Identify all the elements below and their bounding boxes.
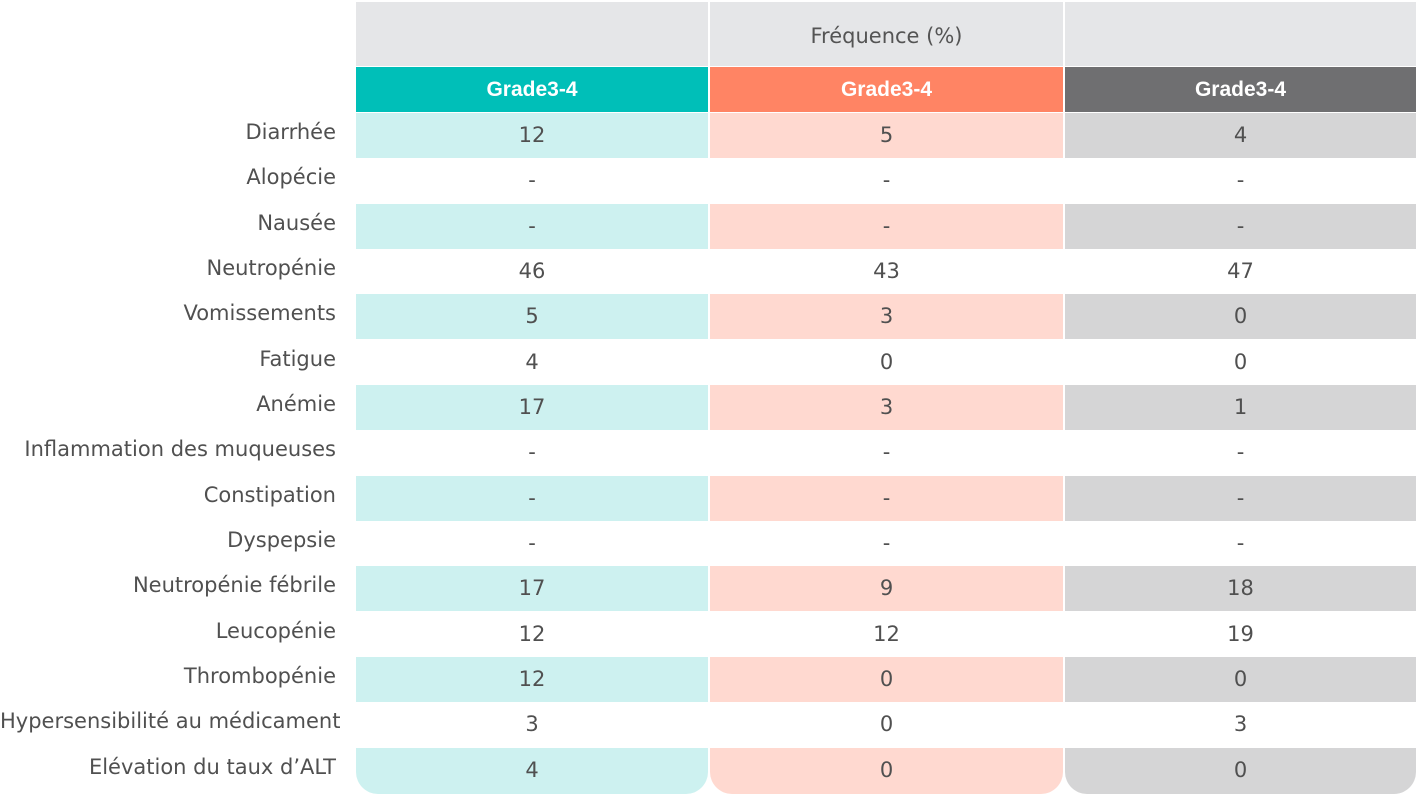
table-cell: 0: [1065, 294, 1416, 339]
table-cell: -: [1065, 476, 1416, 521]
table-cell: 0: [879, 350, 894, 374]
row-label: Hypersensibilité au médicament: [0, 709, 341, 733]
table-cell: 0: [710, 748, 1063, 794]
table-cell: 18: [1065, 566, 1416, 611]
table-cell: 3: [710, 385, 1063, 430]
header-band-3: [1065, 2, 1416, 66]
table-cell: -: [356, 476, 708, 521]
table-cell: 19: [1227, 622, 1254, 646]
table-cell: -: [882, 531, 891, 555]
table-cell: -: [528, 168, 536, 192]
table-cell: 43: [873, 259, 900, 283]
row-label: Dyspepsie: [227, 528, 336, 552]
table-cell: 17: [356, 566, 708, 611]
header-title: Fréquence (%): [810, 24, 963, 48]
table-cell: 12: [356, 113, 708, 158]
table-cell: 0: [1065, 657, 1416, 702]
table-cell: 3: [525, 712, 539, 736]
row-label: Vomissements: [183, 301, 336, 325]
table-cell: 0: [1233, 350, 1248, 374]
table-cell: -: [882, 440, 891, 464]
row-label: Inflammation des muqueuses: [24, 437, 336, 461]
table-cell: 12: [518, 622, 546, 646]
row-label: Alopécie: [246, 165, 336, 189]
row-label: Neutropénie fébrile: [132, 573, 336, 597]
table-cell: 0: [710, 657, 1063, 702]
row-label: Nausée: [257, 211, 336, 235]
table-cell: -: [882, 168, 891, 192]
row-label: Elévation du taux d’ALT: [88, 755, 336, 779]
row-label: Leucopénie: [215, 619, 336, 643]
table-cell: 3: [710, 294, 1063, 339]
table-cell: -: [710, 476, 1063, 521]
table-cell: 0: [879, 712, 894, 736]
row-label: Diarrhée: [245, 120, 336, 144]
row-label: Anémie: [256, 392, 336, 416]
table-cell: 1: [1065, 385, 1416, 430]
column-header-1: Grade3-4: [356, 67, 708, 112]
table-cell: 0: [1065, 748, 1416, 794]
header-band-2: Fréquence (%): [710, 2, 1063, 66]
table-cell: 5: [356, 294, 708, 339]
table-cell: -: [356, 204, 708, 249]
column-header-2: Grade3-4: [710, 67, 1063, 112]
table-cell: 12: [873, 622, 900, 646]
table-cell: -: [1236, 440, 1245, 464]
row-label: Constipation: [203, 483, 336, 507]
table-cell: -: [1236, 531, 1245, 555]
table-cell: 3: [1233, 712, 1248, 736]
table-cell: -: [528, 531, 536, 555]
table-cell: 17: [356, 385, 708, 430]
column-header-3: Grade3-4: [1065, 67, 1416, 112]
table-cell: 46: [518, 259, 546, 283]
table-cell: 12: [356, 657, 708, 702]
table-cell: 4: [525, 350, 539, 374]
row-label: Thrombopénie: [183, 664, 336, 688]
row-label: Fatigue: [259, 347, 336, 371]
header-band-1: [356, 2, 708, 66]
table-cell: 47: [1227, 259, 1254, 283]
table-cell: -: [710, 204, 1063, 249]
table-cell: 9: [710, 566, 1063, 611]
table-cell: -: [528, 440, 536, 464]
table-cell: 4: [356, 748, 708, 794]
table-cell: -: [1236, 168, 1245, 192]
table-cell: 4: [1065, 113, 1416, 158]
table-cell: -: [1065, 204, 1416, 249]
row-label: Neutropénie: [206, 256, 336, 280]
table-cell: 5: [710, 113, 1063, 158]
